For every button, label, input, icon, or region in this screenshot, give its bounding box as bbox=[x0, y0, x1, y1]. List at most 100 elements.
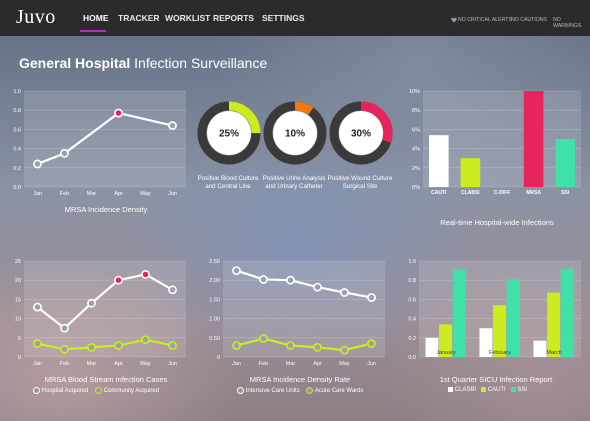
data-point bbox=[340, 345, 349, 355]
x-tick-label: Feb bbox=[60, 191, 69, 197]
x-tick-label: C-DIFF bbox=[494, 190, 510, 196]
y-tick-label: 1.50 bbox=[209, 297, 220, 303]
data-point bbox=[114, 341, 123, 350]
legend-marker-icon bbox=[237, 387, 244, 394]
data-point bbox=[87, 343, 96, 352]
heart-icon bbox=[451, 17, 457, 23]
data-point bbox=[259, 334, 268, 343]
bar bbox=[493, 305, 507, 357]
y-tick-label: 2.50 bbox=[209, 259, 220, 265]
x-tick-label: CAUTI bbox=[431, 190, 447, 196]
data-point bbox=[232, 341, 241, 350]
legend-hospital-acquired: Hospital Acquired bbox=[41, 388, 89, 395]
y-tick-label: 0.6 bbox=[13, 127, 21, 133]
series-line bbox=[37, 111, 173, 165]
x-tick-label: Jun bbox=[168, 191, 177, 197]
data-point bbox=[313, 343, 322, 352]
data-point bbox=[259, 275, 268, 284]
x-tick-label: Jun bbox=[168, 361, 177, 367]
legend-marker-icon bbox=[33, 387, 40, 394]
donut-2-caption: Positive Urine Analysis and Urinary Cathe… bbox=[262, 175, 326, 190]
bar bbox=[560, 268, 574, 357]
y-tick-label: 6% bbox=[412, 127, 420, 133]
y-tick-label: 0 bbox=[217, 355, 220, 361]
plot-area bbox=[24, 261, 186, 357]
x-tick-label: Feb bbox=[259, 361, 268, 367]
x-tick-label: Jun bbox=[367, 361, 376, 367]
x-tick-label: Jan bbox=[232, 361, 241, 367]
legend-acute-care: Acute Care Wards bbox=[314, 388, 364, 395]
y-tick-label: 0.8 bbox=[13, 108, 21, 114]
mrsa-bsi-cases-chart[interactable]: 0 5 10 15 20 25 Jan Feb Mar Apr May Jun bbox=[0, 255, 190, 373]
plot-area bbox=[423, 91, 581, 187]
data-point bbox=[60, 323, 69, 333]
nav-settings[interactable]: SETTINGS bbox=[262, 13, 305, 23]
x-tick-label: Feb bbox=[60, 361, 69, 367]
mrsa-incidence-density-title: MRSA Incidence Density bbox=[64, 205, 148, 214]
donut-3-caption: Positive Wound Culture Surgical Site bbox=[327, 175, 393, 190]
data-point bbox=[87, 298, 96, 308]
legend-icu: Intensive Care Units bbox=[245, 388, 300, 395]
y-tick-label: 0.2 bbox=[13, 166, 21, 172]
series-line bbox=[236, 337, 372, 352]
data-point bbox=[33, 159, 42, 169]
x-tick-label: February bbox=[489, 350, 511, 356]
bar bbox=[555, 139, 575, 187]
y-tick-label: 0.8 bbox=[408, 278, 416, 284]
data-point bbox=[340, 288, 349, 297]
x-tick-label: SSI bbox=[561, 190, 570, 196]
top-bar: Juvo HOME TRACKER WORKLIST REPORTS SETTI… bbox=[0, 0, 590, 36]
y-tick-label: 0.0 bbox=[13, 185, 21, 191]
data-point bbox=[141, 335, 150, 345]
bar bbox=[547, 292, 561, 357]
x-tick-label: January bbox=[436, 350, 456, 356]
positive-culture-donuts[interactable]: 25% 10% 30% bbox=[190, 95, 400, 175]
status-cautions[interactable]: NO CAUTIONS bbox=[511, 17, 548, 23]
sicu-infection-chart[interactable]: 0.0 0.2 0.4 0.6 0.8 1.0 January February March bbox=[395, 255, 585, 373]
bar bbox=[479, 328, 493, 357]
data-point bbox=[367, 339, 376, 348]
legend-marker-icon bbox=[95, 387, 103, 394]
y-tick-label: 0.4 bbox=[13, 147, 21, 153]
donut-1-caption: Positive Blood Culture and Central Line bbox=[197, 175, 259, 190]
data-point bbox=[33, 302, 42, 312]
nav-tracker[interactable]: TRACKER bbox=[118, 13, 160, 23]
x-tick-label: MRSA bbox=[526, 190, 541, 196]
y-tick-label: 1.0 bbox=[13, 89, 21, 95]
series-line bbox=[37, 338, 173, 351]
x-tick-label: Mar bbox=[87, 361, 97, 367]
page-title-bold: General Hospital bbox=[19, 55, 131, 71]
status-alerts[interactable]: NO CRITICAL ALERTS bbox=[458, 17, 512, 23]
bar bbox=[533, 340, 547, 357]
donut-label: 10% bbox=[285, 129, 305, 140]
donut-label: 30% bbox=[351, 129, 371, 140]
nav-reports[interactable]: REPORTS bbox=[213, 13, 255, 23]
page-title: General Hospital Infection Surveillance bbox=[19, 55, 267, 71]
mrsa-bsi-cases-title: MRSA Blood Stream Infection Cases bbox=[44, 375, 168, 384]
sicu-infection-title: 1st Quarter SICU Infection Report bbox=[439, 375, 553, 384]
data-point bbox=[114, 108, 123, 118]
data-point bbox=[60, 149, 69, 158]
x-tick-label: CLABSI bbox=[461, 190, 480, 196]
nav-active-indicator bbox=[80, 30, 106, 32]
y-tick-label: 0.2 bbox=[408, 336, 416, 342]
mrsa-incidence-density-chart[interactable]: 0.0 0.2 0.4 0.6 0.8 1.0 Jan Feb Mar Apr May Jun bbox=[0, 85, 190, 203]
legend-cauti: CAUTI bbox=[487, 387, 506, 394]
nav-worklist[interactable]: WORKLIST bbox=[165, 13, 211, 23]
y-tick-label: 15 bbox=[15, 297, 21, 303]
mrsa-density-rate-chart[interactable]: 0 0.50 1.00 1.50 2.00 2.50 Jan Feb Mar Apr May Jun bbox=[195, 255, 390, 373]
donut-label: 25% bbox=[219, 129, 239, 140]
donut-arc bbox=[329, 101, 393, 165]
y-tick-label: 5 bbox=[18, 336, 21, 342]
legend-ssi: SSI bbox=[517, 387, 528, 394]
bar bbox=[452, 269, 466, 357]
data-point bbox=[168, 285, 177, 295]
app-logo[interactable]: Juvo bbox=[16, 6, 56, 28]
status-warnings[interactable]: NO WARNINGS bbox=[553, 17, 582, 29]
data-point bbox=[33, 339, 42, 348]
realtime-infections-chart[interactable]: 0% 2% 4% 6% 8% 10% CAUTI CLABSI C-DIFF MRSA SSI bbox=[395, 85, 585, 203]
x-tick-label: Jan bbox=[33, 361, 42, 367]
data-point bbox=[168, 341, 177, 350]
nav-home[interactable]: HOME bbox=[83, 13, 109, 23]
data-point bbox=[168, 121, 177, 130]
